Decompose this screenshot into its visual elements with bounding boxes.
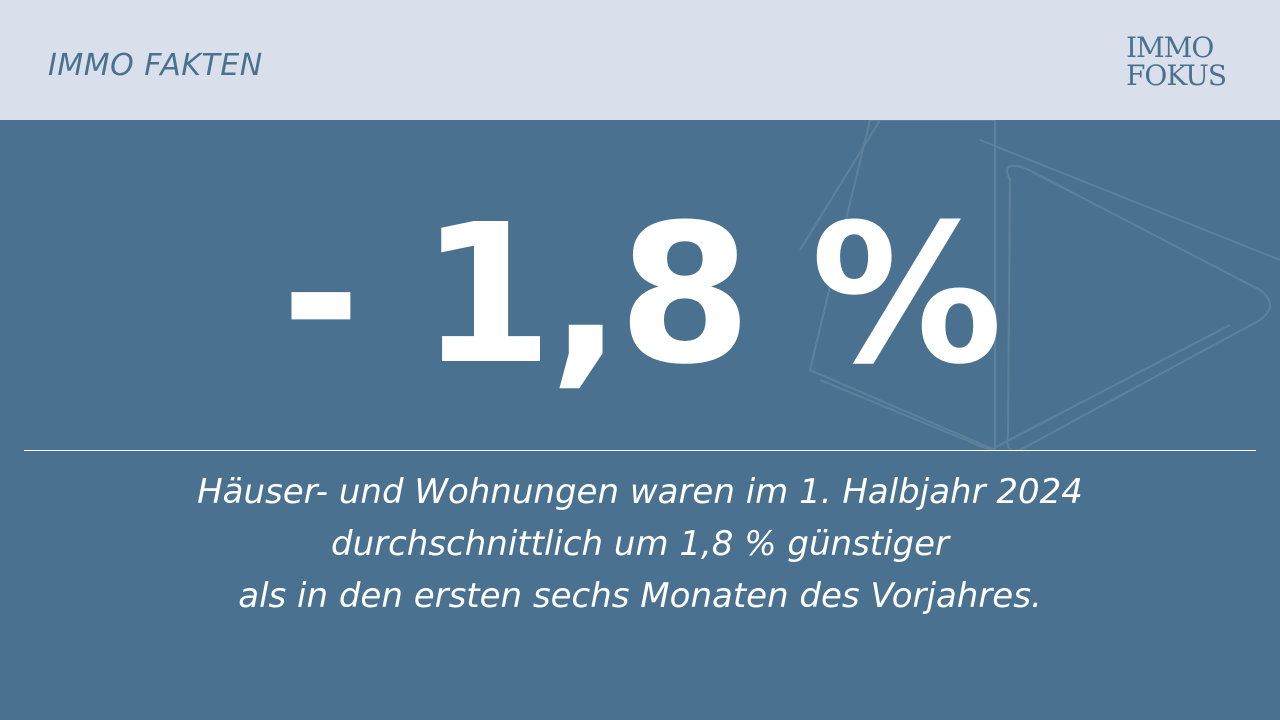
series-label: IMMO FAKTEN (48, 48, 263, 83)
divider-line (24, 450, 1256, 451)
caption-line-1: Häuser- und Wohnungen waren im 1. Halbja… (197, 472, 1083, 512)
caption-text: Häuser- und Wohnungen waren im 1. Halbja… (0, 466, 1280, 622)
immo-fokus-logo: IMMO FOKUS (1126, 34, 1250, 90)
caption-line-2: durchschnittlich um 1,8 % günstiger (330, 524, 950, 564)
logo-line-fokus: FOKUS (1126, 59, 1227, 92)
background-triangle-decoration (780, 120, 1280, 450)
logo-line-immo: IMMO (1126, 31, 1214, 64)
header-bar: IMMO FAKTEN IMMO FOKUS (0, 0, 1280, 120)
caption-line-3: als in den ersten sechs Monaten des Vorj… (238, 576, 1042, 616)
decorative-triangles-icon (799, 120, 1280, 450)
headline-percentage: - 1,8 % (281, 184, 1003, 407)
